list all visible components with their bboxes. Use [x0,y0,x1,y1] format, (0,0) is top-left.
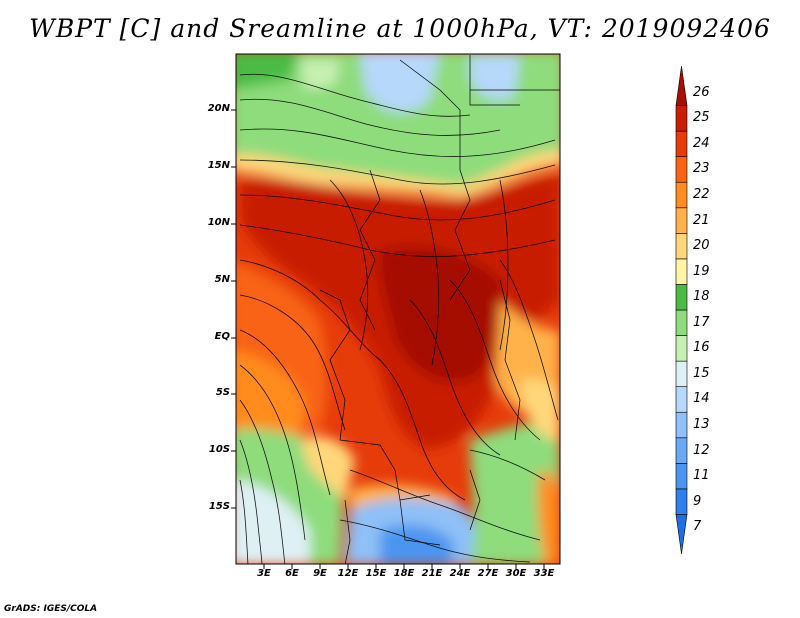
colorbar-swatch [675,488,688,515]
credit-text: GrADS: IGES/COLA [4,604,98,614]
colorbar-swatch [675,105,688,132]
colorbar-label: 12 [693,442,710,458]
lat-label: 20N [207,103,230,114]
colorbar-swatch [675,360,688,387]
lat-label: 15N [207,160,230,171]
lon-label: 12E [337,568,359,579]
colorbar-label: 7 [693,519,702,535]
colorbar-swatch [675,309,688,336]
colorbar-label: 13 [693,417,710,432]
colorbar-label: 25 [693,110,710,126]
lon-label: 18E [393,568,415,579]
lon-label: 30E [505,568,527,579]
colorbar-swatch [675,207,688,234]
colorbar-label: 24 [693,135,710,151]
colorbar-swatch [675,181,688,209]
lon-label: 27E [477,568,499,579]
colorbar-swatch [675,156,688,183]
colorbar-swatch [675,284,688,311]
colorbar-label: 16 [693,340,710,356]
lon-label: 21E [421,568,443,579]
colorbar-label: 26 [693,84,710,100]
colorbar-swatch [675,335,688,362]
colorbar-swatch [675,386,688,413]
wbpt-field [236,54,560,564]
lat-label: 5S [215,387,230,398]
lon-label: 6E [285,568,299,579]
colorbar-swatch [675,463,688,490]
map-frame [235,53,561,565]
colorbar-label: 11 [693,468,710,484]
lon-label: 24E [449,568,471,579]
colorbar-label: 18 [693,289,710,305]
colorbar [675,65,688,555]
colorbar-label: 22 [693,187,710,202]
lat-label: 15S [208,501,230,512]
colorbar-label: 17 [693,314,710,330]
lon-label: 3E [257,568,271,579]
colorbar-swatch [675,437,688,464]
lon-label: 15E [365,568,387,579]
streamlines [239,73,559,564]
colorbar-label: 15 [693,365,710,381]
colorbar-label: 21 [693,212,710,228]
colorbar-swatch [675,65,688,106]
lon-label: 9E [313,568,327,579]
colorbar-swatch [675,514,688,555]
colorbar-label: 14 [693,391,710,407]
colorbar-swatch [675,233,688,260]
colorbar-label: 20 [693,238,710,254]
chart-title: WBPT [C] and Sreamline at 1000hPa, VT: 2… [29,14,771,43]
colorbar-label: 9 [693,493,702,509]
colorbar-swatch [675,258,688,285]
lat-label: EQ [214,331,230,342]
country-borders [319,55,560,564]
colorbar-swatch [675,130,688,157]
lat-label: 10S [208,444,230,455]
lon-label: 33E [533,568,555,579]
colorbar-label: 23 [693,161,710,177]
lat-label: 10N [207,217,230,228]
axis-ticks [231,109,545,569]
colorbar-swatch [675,411,688,439]
lat-label: 5N [214,274,230,285]
colorbar-label: 19 [693,263,710,279]
